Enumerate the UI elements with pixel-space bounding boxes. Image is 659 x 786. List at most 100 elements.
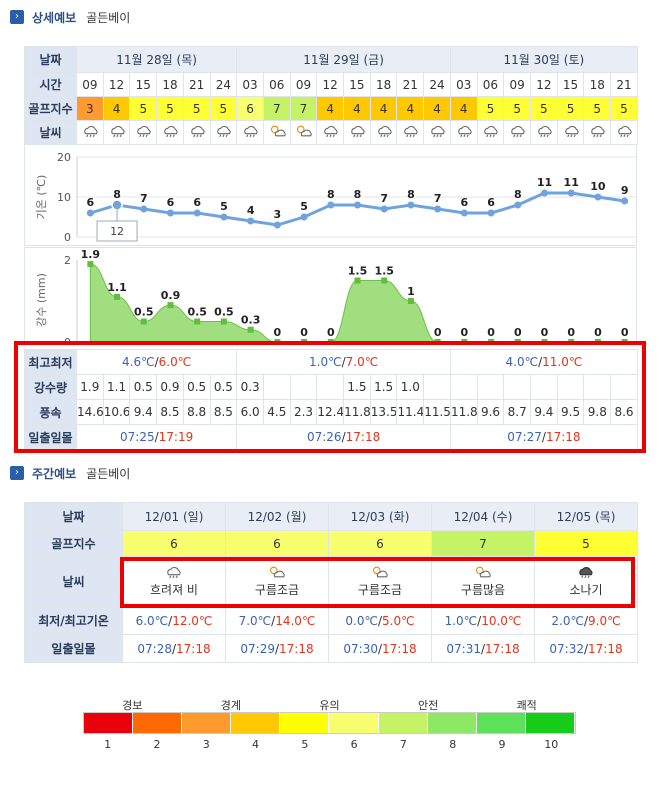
temperature-point[interactable]	[140, 205, 148, 213]
golf-index-cell: 4	[102, 96, 131, 121]
rainfall-point[interactable]	[87, 261, 94, 268]
legend-number: 10	[544, 738, 559, 751]
temperature-point[interactable]	[407, 201, 415, 209]
temperature-point[interactable]	[541, 189, 548, 197]
weather-cell	[423, 120, 451, 145]
temperature-point[interactable]	[354, 201, 361, 209]
temperature-point[interactable]	[514, 201, 522, 209]
rainfall-cell: 1.9	[76, 374, 104, 400]
golf-index-cell: 4	[369, 96, 398, 121]
rainfall-point[interactable]	[327, 339, 334, 345]
temperature-point[interactable]	[567, 189, 575, 197]
temperature-point[interactable]	[86, 209, 94, 217]
max-temp: 9.0℃	[588, 613, 621, 628]
weekly-weather-text: 소나기	[569, 583, 603, 597]
temperature-value-label: 3	[274, 208, 282, 221]
min-temp: 1.0℃	[309, 355, 342, 369]
temperature-point[interactable]	[167, 209, 174, 217]
weekly-sun-label: 일출일몰	[24, 634, 123, 663]
wind-cell: 9.5	[556, 399, 585, 425]
legend-swatch	[133, 713, 183, 733]
weather-cell	[289, 120, 318, 145]
golf-index-cell: 7	[289, 96, 318, 121]
max-temp: 5.0℃	[382, 613, 415, 628]
rainfall-point[interactable]	[247, 326, 254, 333]
weekly-date-cell: 12/04 (수)	[431, 502, 535, 531]
rainfall-point[interactable]	[568, 339, 575, 345]
temperature-point[interactable]	[487, 209, 495, 217]
rainfall-point[interactable]	[167, 302, 174, 309]
rainfall-point[interactable]	[274, 339, 281, 345]
rainfall-row: 강수량 1.9 1.1 0.5 0.9 0.5 0.5 0.3 1.5 1.5 1.0	[24, 374, 638, 400]
rain-cloud-icon	[188, 124, 206, 138]
temperature-point[interactable]	[300, 213, 308, 221]
time-cell: 09	[503, 72, 531, 97]
weekly-minmax-cell: 0.0℃/5.0℃	[328, 606, 432, 635]
weather-cell	[610, 120, 638, 145]
temperature-point[interactable]	[594, 193, 602, 201]
weekly-date-cell: 12/05 (목)	[534, 502, 638, 531]
golf-index-cell: 5	[503, 96, 531, 121]
detail-forecast-location: 골든베이	[86, 10, 131, 25]
weekly-golf-cell: 7	[431, 530, 535, 557]
sunset: 17:19	[158, 430, 194, 444]
temperature-point[interactable]	[380, 205, 388, 213]
rainfall-point[interactable]	[194, 318, 201, 325]
temperature-point[interactable]	[460, 209, 468, 217]
rainfall-point[interactable]	[381, 277, 388, 284]
temperature-value-label: 6	[487, 196, 495, 209]
min-temp: 7.0℃	[238, 613, 272, 628]
rainfall-point[interactable]	[461, 339, 468, 345]
detail-forecast-table: 날짜 11월 28일 (목) 11월 29일 (금) 11월 30일 (토) 시…	[24, 46, 638, 145]
temperature-point[interactable]	[327, 201, 335, 209]
y-tick-label: 0	[64, 336, 71, 344]
time-cell: 21	[396, 72, 425, 97]
rainfall-cell: 0.5	[129, 374, 158, 400]
weekly-golf-cell: 6	[328, 530, 432, 557]
rain-cloud-icon	[214, 124, 232, 138]
partly-cloudy-icon	[294, 124, 313, 137]
rainfall-value-label: 1.5	[374, 265, 394, 278]
weekly-minmax-row: 최저/최고기온 6.0℃/12.0℃ 7.0℃/14.0℃ 0.0℃/5.0℃ 1.0…	[24, 606, 638, 635]
temperature-point[interactable]	[193, 209, 201, 217]
temperature-point[interactable]	[220, 213, 228, 221]
temperature-point[interactable]	[247, 217, 255, 225]
chevron-right-icon: ›	[10, 466, 24, 480]
rainfall-point[interactable]	[488, 339, 495, 345]
sunset: 17:18	[588, 641, 623, 656]
rainfall-point[interactable]	[514, 339, 521, 345]
sunset: 17:18	[545, 430, 581, 444]
temperature-point[interactable]	[273, 221, 281, 229]
golf-index-cell: 5	[583, 96, 612, 121]
rainfall-point[interactable]	[140, 318, 147, 325]
temperature-value-label: 6	[167, 196, 175, 209]
weather-row: 날씨	[24, 120, 638, 145]
wind-cell: 9.8	[583, 399, 612, 425]
rainfall-point[interactable]	[434, 339, 441, 345]
weather-cell	[396, 120, 425, 145]
rainfall-cell	[449, 374, 478, 400]
rainfall-value-label: 0	[567, 326, 575, 339]
rainfall-chart-svg: 2 0 강수 (mm) 1.9 1.1 0.5 0.9 0.5 0.5 0.3 0 0 0 1.5 1.5 1…	[35, 248, 629, 349]
rainfall-point[interactable]	[594, 339, 601, 345]
weekly-weather-cell: 구름조금	[328, 556, 432, 607]
rainfall-point[interactable]	[541, 339, 548, 345]
temperature-point[interactable]	[434, 205, 442, 213]
rainfall-point[interactable]	[220, 318, 227, 325]
weather-cell	[129, 120, 158, 145]
weekly-date-row: 날짜 12/01 (일) 12/02 (월) 12/03 (화) 12/04 (수) 1…	[24, 502, 638, 531]
rainfall-point[interactable]	[621, 339, 628, 345]
rainfall-cell	[316, 374, 345, 400]
rainfall-point[interactable]	[407, 298, 414, 304]
min-temp: 6.0℃	[135, 613, 169, 628]
rainfall-point[interactable]	[301, 339, 308, 345]
rainfall-point[interactable]	[354, 277, 361, 284]
weekly-golf-cell: 5	[534, 530, 638, 557]
legend-swatch	[427, 713, 477, 733]
temperature-point[interactable]	[621, 197, 629, 205]
weather-cell	[76, 120, 104, 145]
rainfall-point[interactable]	[114, 293, 121, 300]
time-cell: 21	[182, 72, 211, 97]
time-row: 시간 09 12 15 18 21 24 03 06 09 12 15 18 21 24 03 06 09 12 1…	[24, 72, 638, 97]
rainfall-value-label: 0.9	[161, 289, 181, 302]
